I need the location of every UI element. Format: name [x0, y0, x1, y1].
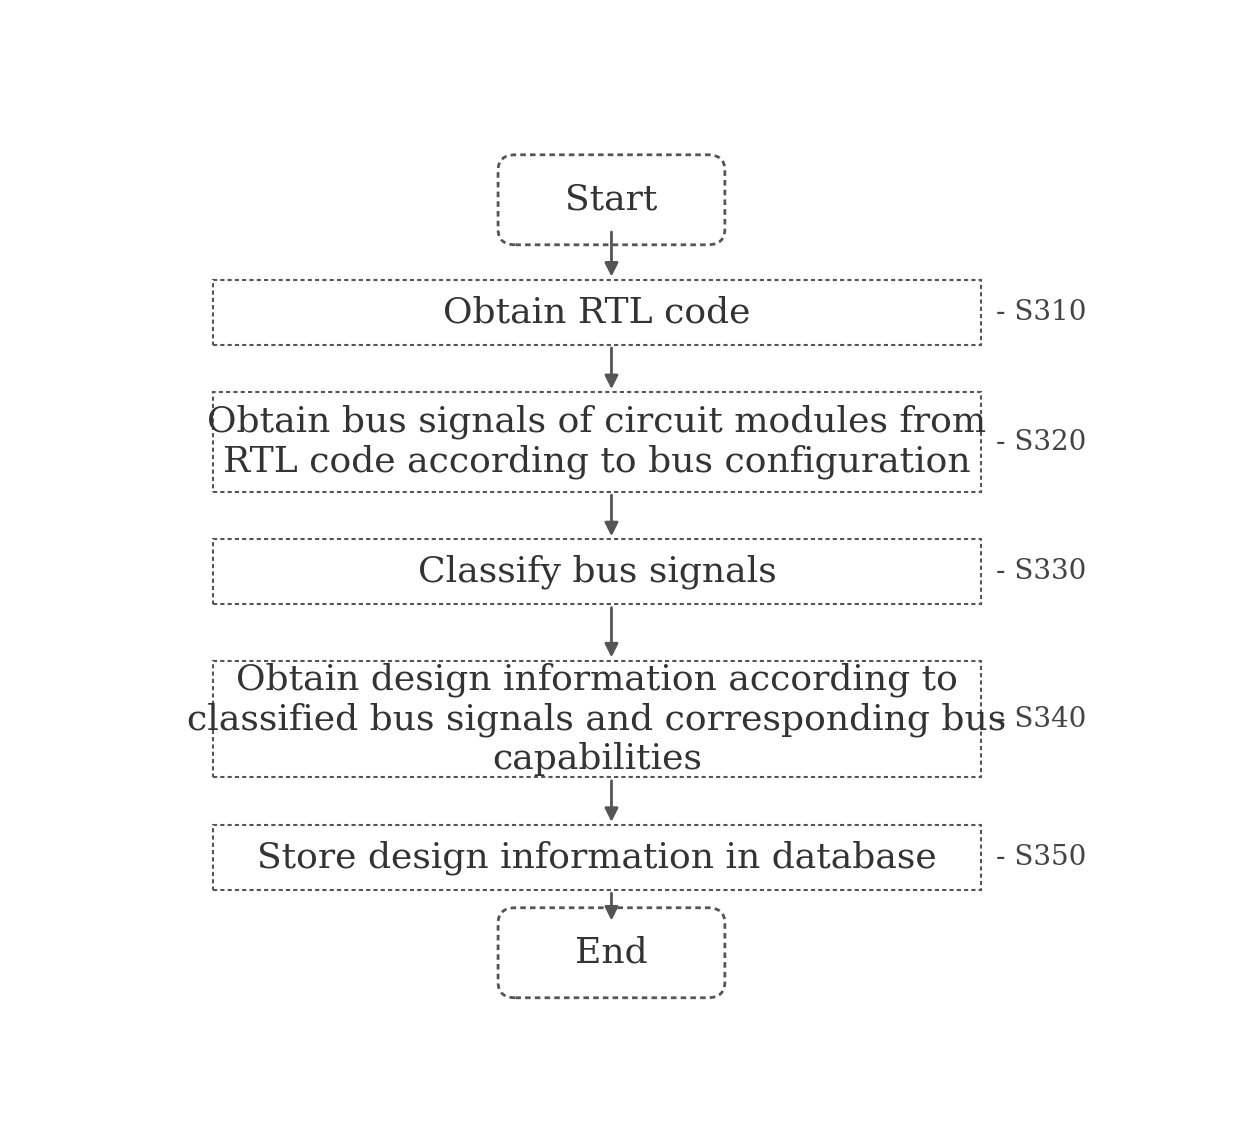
FancyBboxPatch shape: [498, 908, 725, 998]
FancyBboxPatch shape: [498, 155, 725, 245]
Text: End: End: [575, 936, 647, 970]
Text: - S330: - S330: [996, 559, 1086, 586]
FancyBboxPatch shape: [213, 392, 982, 492]
Text: Obtain bus signals of circuit modules from
RTL code according to bus configurati: Obtain bus signals of circuit modules fr…: [207, 405, 987, 479]
Text: Classify bus signals: Classify bus signals: [418, 555, 776, 589]
Text: - S350: - S350: [996, 844, 1086, 871]
Text: Store design information in database: Store design information in database: [257, 841, 937, 874]
Text: Obtain RTL code: Obtain RTL code: [444, 296, 750, 329]
FancyBboxPatch shape: [213, 540, 982, 605]
Text: Start: Start: [565, 183, 657, 217]
Text: - S320: - S320: [996, 428, 1086, 455]
FancyBboxPatch shape: [213, 661, 982, 778]
Text: - S340: - S340: [996, 706, 1086, 733]
Text: Obtain design information according to
classified bus signals and corresponding : Obtain design information according to c…: [187, 662, 1007, 776]
Text: - S310: - S310: [996, 299, 1086, 326]
FancyBboxPatch shape: [213, 280, 982, 345]
FancyBboxPatch shape: [213, 825, 982, 890]
